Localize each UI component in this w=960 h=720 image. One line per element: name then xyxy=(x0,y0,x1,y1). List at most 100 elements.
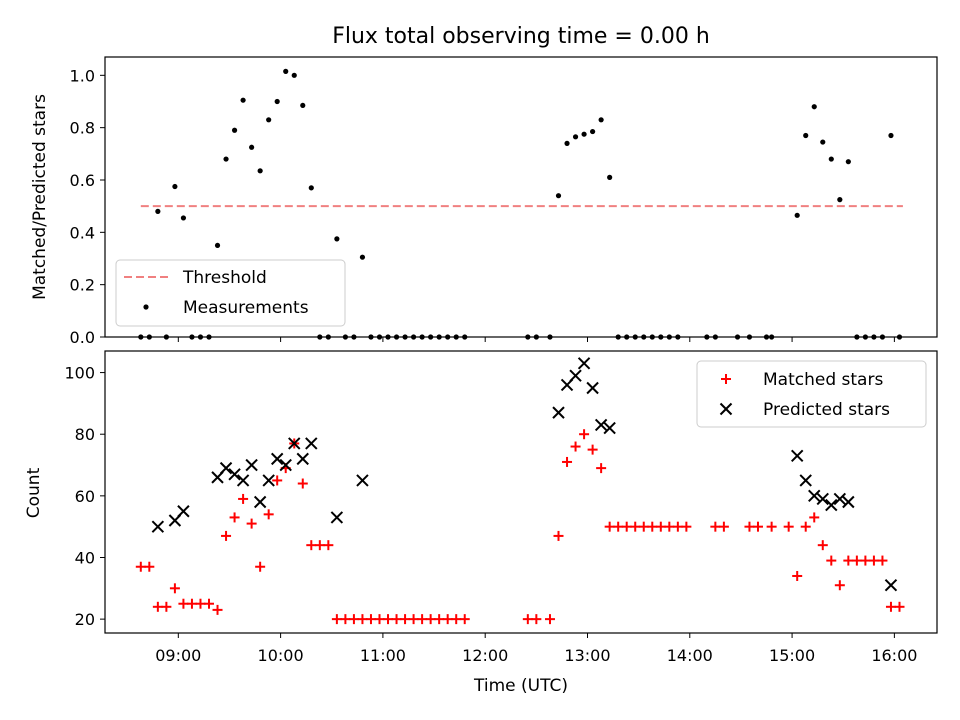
bottom-x-tick-label: 16:00 xyxy=(871,646,917,665)
measurement-point xyxy=(811,104,817,110)
measurement-point xyxy=(598,117,604,123)
matched-star-marker xyxy=(613,521,624,532)
measurement-point xyxy=(828,156,834,162)
predicted-star-marker xyxy=(833,492,847,506)
predicted-star-marker xyxy=(808,489,821,503)
bottom-x-tick-label: 09:00 xyxy=(155,646,201,665)
bottom-ylabel: Count xyxy=(24,467,44,518)
x-b xyxy=(816,492,829,506)
x-b xyxy=(330,511,344,524)
matched-star-marker xyxy=(860,555,871,566)
bottom-legend-box xyxy=(696,360,927,428)
x-b xyxy=(228,468,241,481)
bottom-xlabel: Time (UTC) xyxy=(473,676,568,696)
measurement-point xyxy=(794,212,800,218)
predicted-star-marker xyxy=(790,449,804,462)
x-b xyxy=(305,437,318,450)
x-b xyxy=(253,495,267,509)
matched-star-marker xyxy=(186,598,197,609)
matched-star-marker xyxy=(553,530,564,541)
matched-star-marker xyxy=(877,555,888,566)
measurement-point xyxy=(837,197,843,203)
measurement-point xyxy=(308,185,314,191)
measurement-point xyxy=(572,134,579,140)
top-legend: Threshold Measurements xyxy=(115,259,346,327)
x-b xyxy=(808,489,821,503)
bottom-plot-frame xyxy=(104,350,938,634)
legend-plus-marker xyxy=(721,374,731,384)
x-b xyxy=(586,381,599,395)
matched-star-marker xyxy=(246,518,257,529)
matched-star-marker xyxy=(152,601,163,612)
bottom-x-tick-label: 10:00 xyxy=(258,646,304,665)
matched-star-marker xyxy=(161,601,172,612)
top-plot-frame xyxy=(104,56,938,338)
predicted-star-marker xyxy=(884,579,898,592)
bottom-plot: Count Time (UTC) 20 40 60 80 100 09:00 10:00 1… xyxy=(24,350,938,696)
top-y-ticks: 0.0 0.2 0.4 0.6 0.8 1.0 xyxy=(70,66,105,347)
matched-star-marker xyxy=(710,521,721,532)
predicted-star-marker xyxy=(296,452,309,466)
matched-star-marker xyxy=(434,614,445,625)
bottom-x-tick-label: 11:00 xyxy=(360,646,406,665)
matched-star-marker xyxy=(417,614,428,625)
matched-star-marker xyxy=(744,521,755,532)
x-b xyxy=(279,458,292,472)
matched-star-marker xyxy=(664,521,675,532)
measurement-point xyxy=(223,156,229,162)
x-b xyxy=(833,492,847,506)
predicted-star-marker xyxy=(603,421,616,435)
x-b xyxy=(262,474,275,487)
measurement-point xyxy=(564,140,570,146)
bottom-y-tick-label: 20 xyxy=(75,610,95,629)
predicted-star-marker xyxy=(825,498,838,512)
matched-star-marker xyxy=(647,521,658,532)
measurement-point xyxy=(214,242,221,249)
legend-predicted-swatch xyxy=(719,402,733,416)
bottom-x-tick-label: 12:00 xyxy=(462,646,508,665)
predicted-star-marker xyxy=(586,381,599,395)
predicted-star-marker xyxy=(270,452,284,466)
legend-measurements-label: Measurements xyxy=(183,298,309,318)
bottom-x-tick-label: 14:00 xyxy=(667,646,713,665)
legend-threshold-label: Threshold xyxy=(182,268,267,288)
bottom-y-tick-label: 100 xyxy=(64,364,95,383)
predicted-star-marker xyxy=(569,369,582,382)
x-b xyxy=(884,579,898,592)
x-b xyxy=(296,452,309,466)
measurement-points xyxy=(138,68,903,340)
matched-star-marker xyxy=(596,463,607,474)
x-b xyxy=(603,421,616,435)
predicted-star-marker xyxy=(236,474,250,487)
legend-predicted-label: Predicted stars xyxy=(763,400,890,420)
matched-star-marker xyxy=(792,570,803,581)
matched-star-marker xyxy=(451,614,462,625)
measurement-point xyxy=(283,68,289,74)
predicted-star-marker xyxy=(279,458,292,472)
measurement-point xyxy=(845,159,851,165)
matched-star-marker xyxy=(522,614,533,625)
predicted-star-marker xyxy=(816,492,829,506)
measurement-point xyxy=(888,132,894,139)
matched-star-marker xyxy=(459,614,470,625)
matched-star-marker xyxy=(340,614,351,625)
measurement-point xyxy=(334,236,340,242)
measurement-point xyxy=(155,208,161,214)
x-b xyxy=(219,461,233,475)
x-b xyxy=(719,402,733,416)
matched-star-marker xyxy=(297,478,308,489)
x-b xyxy=(245,458,258,472)
measurement-point xyxy=(820,139,826,145)
predicted-star-marker xyxy=(594,418,608,432)
x-b xyxy=(594,418,608,432)
bottom-x-ticks: 09:00 10:00 11:00 12:00 13:00 14:00 15:00 16:00 xyxy=(155,633,917,665)
matched-star-marker xyxy=(809,512,820,523)
measurement-point xyxy=(249,144,255,150)
measurement-point xyxy=(257,168,263,174)
legend-x-marker xyxy=(719,402,733,416)
matched-star-marker xyxy=(400,614,411,625)
matched-star-marker xyxy=(579,429,590,440)
measurement-point xyxy=(803,132,809,139)
matched-star-marker xyxy=(868,555,879,566)
